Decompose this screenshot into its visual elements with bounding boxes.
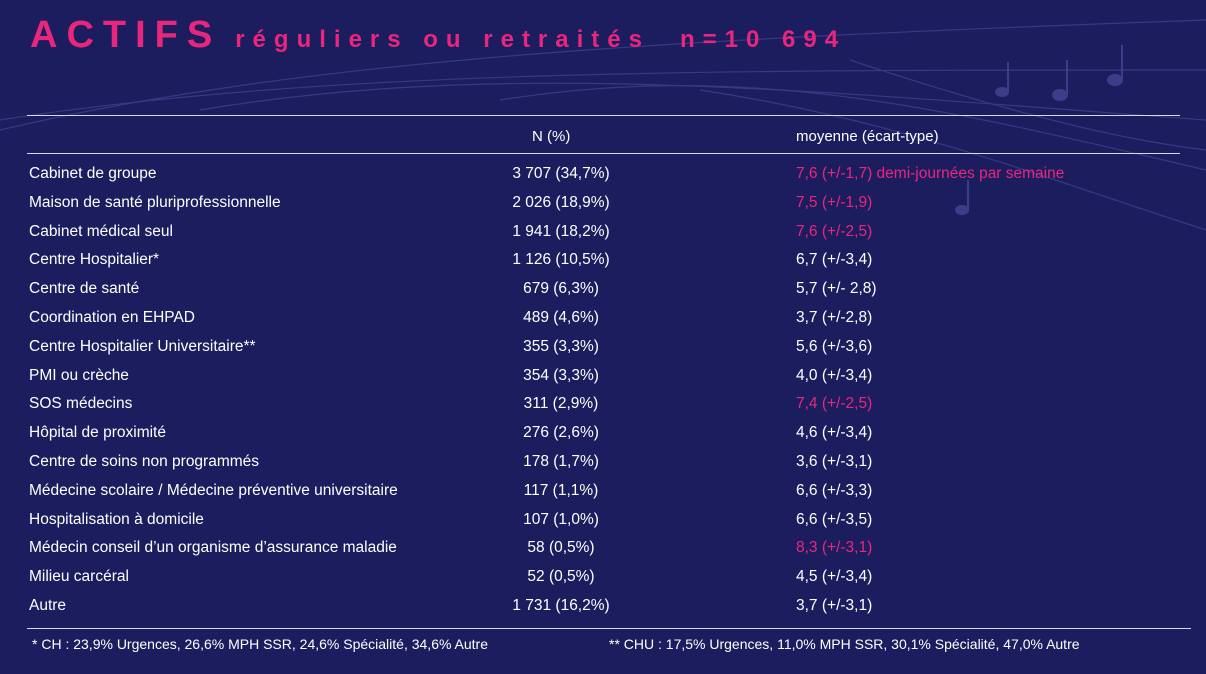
row-mean: 3,7 (+/-2,8) — [796, 309, 873, 326]
row-n: 107 (1,0%) — [523, 510, 599, 528]
row-n: 679 (6,3%) — [523, 280, 599, 298]
table-row: SOS médecins 311 (2,9%) 7,4 (+/-2,5) — [0, 395, 1206, 424]
row-label: Hôpital de proximité — [29, 424, 166, 442]
footnote-ch: * CH : 23,9% Urgences, 26,6% MPH SSR, 24… — [32, 636, 489, 652]
row-label: Hospitalisation à domicile — [29, 510, 204, 528]
row-label: PMI ou crèche — [29, 366, 129, 384]
row-mean: 3,6 (+/-3,1) — [796, 453, 873, 470]
row-label: Centre de santé — [29, 280, 140, 298]
row-mean: 4,5 (+/-3,4) — [796, 568, 873, 586]
title-subtitle: réguliers ou retraités — [235, 26, 650, 53]
row-mean: 8,3 (+/-3,1) — [796, 539, 873, 557]
table-row: Autre 1 731 (16,2%) 3,7 (+/-3,1) — [0, 597, 1206, 626]
row-mean: 5,7 (+/- 2,8) — [796, 280, 877, 298]
row-label: Autre — [29, 597, 67, 614]
row-mean: 7,6 (+/-1,7) demi-journées par semaine — [796, 165, 1065, 182]
row-label: Maison de santé pluriprofessionnelle — [29, 193, 281, 211]
page-title: ACTIFS réguliers ou retraités n=10 694 — [30, 14, 846, 57]
table-row: Cabinet de groupe 3 707 (34,7%) 7,6 (+/-1,… — [0, 165, 1206, 194]
row-mean: 6,6 (+/-3,5) — [796, 510, 873, 528]
row-label: Centre de soins non programmés — [29, 453, 260, 470]
title-main: ACTIFS — [30, 14, 222, 56]
row-label: Milieu carcéral — [29, 568, 129, 586]
row-mean: 7,4 (+/-2,5) — [796, 395, 873, 413]
table-row: Coordination en EHPAD 489 (4,6%) 3,7 (+/-… — [0, 309, 1206, 338]
table-row: Cabinet médical seul 1 941 (18,2%) 7,6 (+/… — [0, 223, 1206, 252]
row-mean: 4,6 (+/-3,4) — [796, 424, 873, 442]
row-n: 52 (0,5%) — [527, 568, 595, 586]
table-row: PMI ou crèche 354 (3,3%) 4,0 (+/-3,4) — [0, 367, 1206, 396]
table-row: Hospitalisation à domicile 107 (1,0%) 6,6 … — [0, 511, 1206, 540]
header-n: N (%) — [532, 128, 571, 145]
table-row: Centre Hospitalier* 1 126 (10,5%) 6,7 (+/-… — [0, 251, 1206, 280]
row-n: 58 (0,5%) — [527, 539, 595, 557]
row-n: 355 (3,3%) — [523, 337, 599, 355]
table-row: Centre de santé 679 (6,3%) 5,7 (+/- 2,8) — [0, 280, 1206, 309]
row-label: SOS médecins — [29, 395, 133, 413]
row-n: 1 126 (10,5%) — [512, 251, 610, 269]
row-label: Coordination en EHPAD — [29, 309, 195, 326]
table-row: Maison de santé pluriprofessionnelle 2 02… — [0, 194, 1206, 223]
row-n: 1 941 (18,2%) — [512, 222, 610, 240]
row-n: 276 (2,6%) — [523, 424, 599, 442]
row-n: 1 731 (16,2%) — [512, 597, 610, 614]
header-mean: moyenne (écart-type) — [796, 128, 939, 145]
row-mean: 6,6 (+/-3,3) — [796, 481, 873, 499]
row-mean: 7,5 (+/-1,9) — [796, 193, 873, 211]
row-n: 354 (3,3%) — [523, 366, 599, 384]
row-n: 311 (2,9%) — [523, 395, 599, 413]
row-mean: 3,7 (+/-3,1) — [796, 597, 873, 614]
footnote-chu: ** CHU : 17,5% Urgences, 11,0% MPH SSR, … — [609, 636, 1080, 652]
row-n: 117 (1,1%) — [523, 481, 599, 499]
table-header-rule — [27, 153, 1180, 154]
table-bottom-rule — [27, 628, 1191, 629]
row-n: 178 (1,7%) — [523, 453, 599, 470]
table-row: Médecin conseil d’un organisme d’assuran… — [0, 539, 1206, 568]
row-mean: 5,6 (+/-3,6) — [796, 337, 873, 355]
row-mean: 7,6 (+/-2,5) — [796, 222, 873, 240]
table-top-rule — [27, 115, 1180, 116]
row-label: Médecine scolaire / Médecine préventive … — [29, 481, 398, 499]
table-row: Centre de soins non programmés 178 (1,7%)… — [0, 453, 1206, 482]
table-row: Hôpital de proximité 276 (2,6%) 4,6 (+/-3,… — [0, 424, 1206, 453]
table-row: Médecine scolaire / Médecine préventive … — [0, 482, 1206, 511]
row-mean: 4,0 (+/-3,4) — [796, 366, 873, 384]
row-n: 2 026 (18,9%) — [512, 193, 610, 211]
row-label: Cabinet médical seul — [29, 222, 173, 240]
row-label: Cabinet de groupe — [29, 165, 157, 182]
table-row: Centre Hospitalier Universitaire** 355 (3… — [0, 338, 1206, 367]
row-n: 3 707 (34,7%) — [512, 165, 610, 182]
row-label: Médecin conseil d’un organisme d’assuran… — [29, 539, 397, 557]
row-label: Centre Hospitalier Universitaire** — [29, 337, 256, 355]
title-sample-size: n=10 694 — [679, 26, 847, 53]
table-row: Milieu carcéral 52 (0,5%) 4,5 (+/-3,4) — [0, 568, 1206, 597]
row-mean: 6,7 (+/-3,4) — [796, 251, 873, 269]
row-n: 489 (4,6%) — [523, 309, 599, 326]
row-label: Centre Hospitalier* — [29, 251, 160, 269]
